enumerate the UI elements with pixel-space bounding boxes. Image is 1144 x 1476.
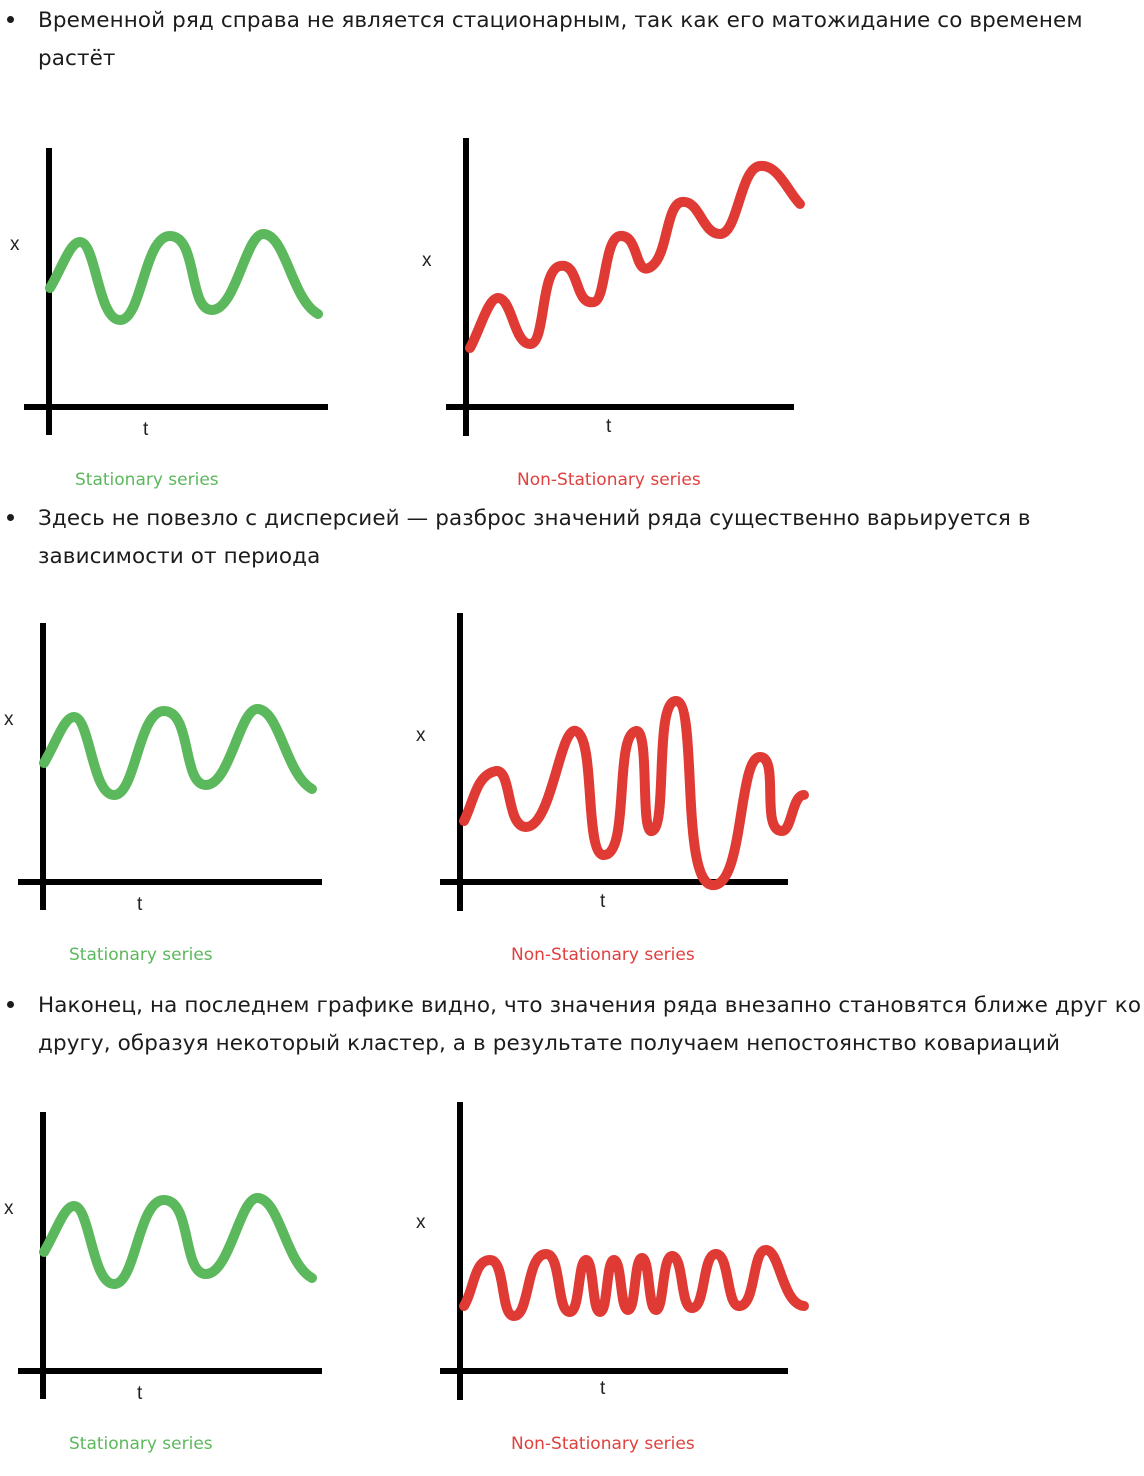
non-stationary-caption: Non-Stationary series <box>517 470 701 490</box>
figure-mean-change: x t x t Stationary series Non-Stationary… <box>0 130 1144 490</box>
stationary-chart: x t <box>4 1112 322 1404</box>
figure-drawing: x t x t <box>10 138 805 440</box>
stationary-caption: Stationary series <box>69 1434 213 1454</box>
figure-drawing: x t x t <box>4 613 809 915</box>
bullet-marker <box>7 514 14 521</box>
non-stationary-chart: x t <box>416 613 809 912</box>
axis-x-label: x <box>416 725 426 746</box>
figure-variance-change: x t x t Stationary series Non-Stationary… <box>0 605 1144 965</box>
axis-t-label: t <box>137 894 143 915</box>
non-stationary-chart: x t <box>416 1102 809 1400</box>
bullet-item-2: Здесь не повезло с дисперсией — разброс … <box>0 500 1144 580</box>
figure-drawing: x t x t <box>4 1102 809 1404</box>
axis-x-label: x <box>4 709 14 730</box>
bullet-text: Здесь не повезло с дисперсией — разброс … <box>38 506 1031 569</box>
non-stationary-chart: x t <box>422 138 805 437</box>
axis-t-label: t <box>137 1383 143 1404</box>
bullet-text: Временной ряд справа не является стацион… <box>38 8 1083 71</box>
axis-t-label: t <box>600 1378 606 1399</box>
figure-covariance-change: x t x t Stationary series Non-Stationary… <box>0 1094 1144 1454</box>
axis-x-label: x <box>4 1198 14 1219</box>
axis-t-label: t <box>143 419 149 440</box>
bullet-marker <box>7 1001 14 1008</box>
stationary-series-line <box>39 1193 317 1289</box>
bullet-item-3: Наконец, на последнем графике видно, что… <box>0 987 1144 1067</box>
bullet-marker <box>7 16 14 23</box>
stationary-chart: x t <box>4 623 322 915</box>
axis-x-label: x <box>422 250 432 271</box>
axis-x-label: x <box>10 234 20 255</box>
axis-x-label: x <box>416 1212 426 1233</box>
axis-t-label: t <box>606 416 612 437</box>
stationary-series-line <box>39 704 317 800</box>
non-stationary-caption: Non-Stationary series <box>511 1434 695 1454</box>
non-stationary-caption: Non-Stationary series <box>511 945 695 965</box>
stationary-series-line <box>45 229 323 325</box>
axis-t-label: t <box>600 891 606 912</box>
non-stationary-series-line <box>465 161 805 353</box>
non-stationary-series-line <box>459 696 809 890</box>
bullet-text: Наконец, на последнем графике видно, что… <box>38 993 1142 1056</box>
bullet-item-1: Временной ряд справа не является стацион… <box>0 2 1144 82</box>
stationary-chart: x t <box>10 148 328 440</box>
non-stationary-series-line <box>459 1245 809 1321</box>
stationary-caption: Stationary series <box>75 470 219 490</box>
stationary-caption: Stationary series <box>69 945 213 965</box>
